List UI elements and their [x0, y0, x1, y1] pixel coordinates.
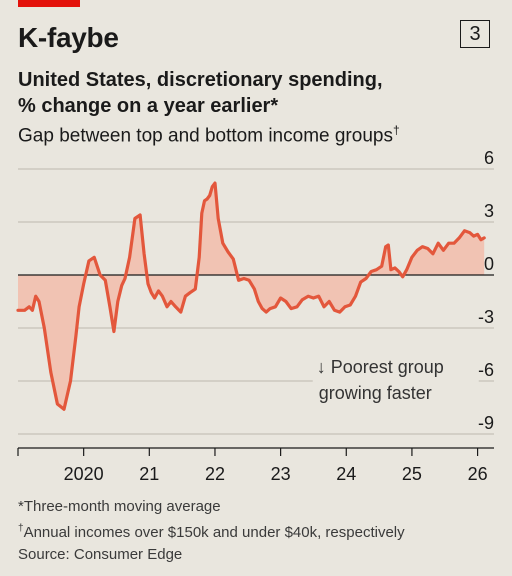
x-tick-label: 25: [402, 464, 422, 484]
chart-number-badge: 3: [460, 20, 490, 48]
series-path: [16, 181, 486, 411]
x-tick-label: 2020: [64, 464, 104, 484]
footnote-dagger: †: [18, 523, 24, 534]
x-axis: 2020 21 22 23 24 25 26: [17, 447, 494, 484]
y-tick-label: -9: [478, 413, 494, 433]
chart-title: K-faybe: [18, 22, 119, 53]
footnote-moving-average: *Three-month moving average: [18, 498, 221, 515]
x-tick-label: 24: [336, 464, 356, 484]
subtitle-line-2: % change on a year earlier*: [18, 95, 279, 117]
brand-bar: [18, 0, 80, 7]
gap-area: [18, 183, 485, 410]
annotation-background: [312, 354, 479, 411]
annotation-line-1: ↓ Poorest group: [317, 357, 444, 377]
x-tick-label: 22: [205, 464, 225, 484]
footnote-income-groups: †Annual incomes over $150k and under $40…: [18, 518, 405, 544]
gap-fill: [18, 183, 485, 410]
chart-subtitle: United States, discretionary spending, %…: [18, 67, 498, 119]
y-tick-label: 3: [484, 201, 494, 221]
y-tick-label: -3: [478, 307, 494, 327]
footnote-income-text: Annual incomes over $150k and under $40k…: [23, 524, 405, 541]
y-axis-ticks: 6 3 0 -3 -6 -9: [478, 150, 494, 433]
annotation-line-2: growing faster: [319, 383, 432, 403]
x-tick-label: 26: [468, 464, 488, 484]
subtitle-line-1: United States, discretionary spending,: [18, 69, 383, 91]
chart-annotation: ↓ Poorest group growing faster: [312, 354, 479, 411]
subtitle-secondary-text: Gap between top and bottom income groups: [18, 125, 393, 147]
series-line: [16, 181, 486, 411]
y-tick-label: 6: [484, 150, 494, 168]
dagger-mark: †: [392, 123, 400, 137]
chart-subtitle-secondary: Gap between top and bottom income groups…: [18, 123, 400, 147]
y-tick-label: -6: [478, 360, 494, 380]
x-tick-label: 23: [271, 464, 291, 484]
y-tick-label: 0: [484, 254, 494, 274]
footnote-source: Source: Consumer Edge: [18, 546, 183, 563]
x-tick-label: 21: [139, 464, 159, 484]
footnotes: *Three-month moving average †Annual inco…: [18, 496, 405, 566]
